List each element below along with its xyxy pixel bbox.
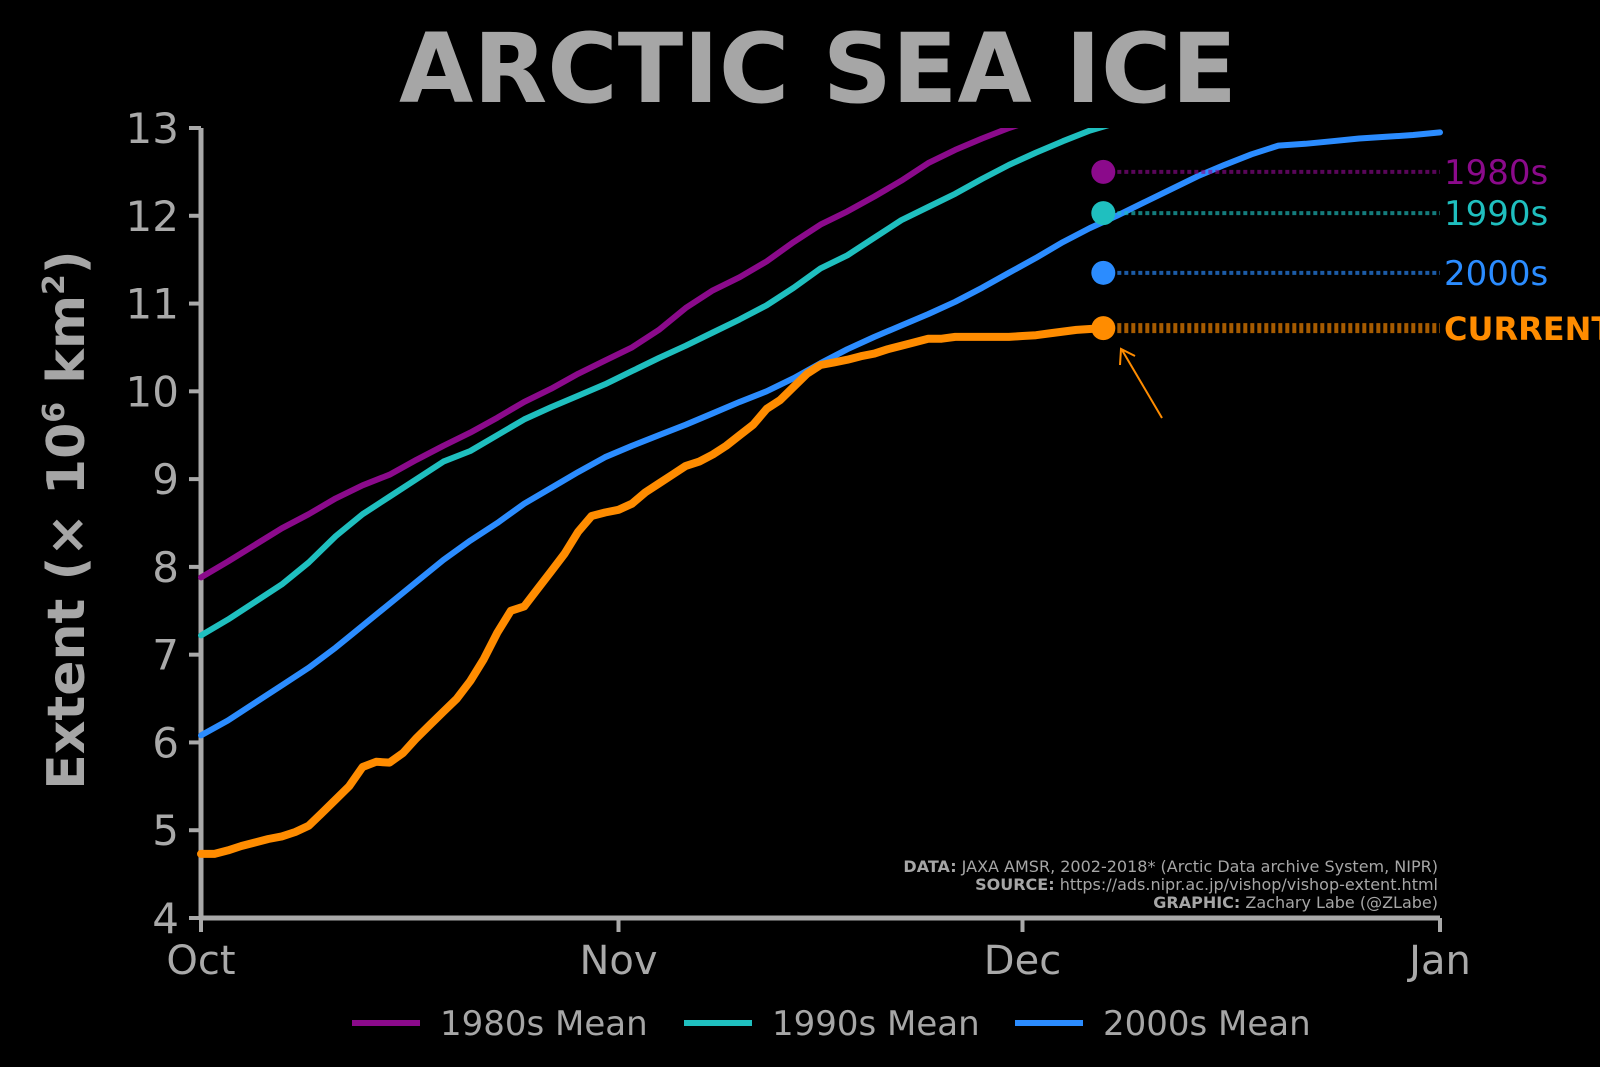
series-line-current [197,324,1108,858]
end-marker-1980s [1091,159,1116,184]
x-tick-label: Jan [1406,938,1471,984]
end-marker-2000s [1091,260,1116,285]
chart-title: ARCTIC SEA ICE [399,13,1237,125]
x-tick-label: Oct [166,938,235,984]
end-marker-1990s [1091,201,1116,226]
y-axis-label-unit-exponent: 2 [37,274,72,295]
y-axis-label-close: ) [37,250,97,274]
y-tick-label: 10 [126,367,179,416]
x-tick-label: Dec [984,938,1061,984]
credit-line: DATA: JAXA AMSR, 2002-2018* (Arctic Data… [903,857,1438,876]
y-tick-label: 4 [152,894,179,943]
axes: 4 5 6 7 8 9 10 11 12 13 Oct Nov Dec Jan [126,104,1471,984]
credit-label: GRAPHIC: [1153,893,1240,912]
y-tick-label: 11 [126,280,179,329]
y-axis-label: Extent (× 106 km2) [37,250,97,789]
y-tick-label: 12 [126,192,179,241]
y-axis-label-main: Extent (× 10 [37,423,97,790]
legend: 1980s Mean 1990s Mean 2000s Mean [352,1004,1311,1044]
credit-text: JAXA AMSR, 2002-2018* (Arctic Data archi… [957,857,1438,876]
legend-label-1980s-mean: 1980s Mean [440,1004,648,1044]
credits: DATA: JAXA AMSR, 2002-2018* (Arctic Data… [903,857,1438,912]
series-lines [197,128,1443,858]
legend-label-1990s-mean: 1990s Mean [772,1004,980,1044]
end-label-current: CURRENT [1444,310,1600,348]
end-label-2000s: 2000s [1444,254,1548,294]
end-label-1990s: 1990s [1444,194,1548,234]
current-pointer-arrow [1119,347,1163,419]
credit-label: DATA: [903,857,956,876]
y-axis-label-exponent: 6 [37,402,72,423]
y-tick-label: 9 [152,455,179,504]
credit-text: Zachary Labe (@ZLabe) [1240,893,1438,912]
series-line-1990s-mean [198,128,1110,639]
credit-text: https://ads.nipr.ac.jp/vishop/vishop-ext… [1055,875,1438,894]
y-axis-label-unit: km [37,295,97,402]
y-tick-label: 6 [152,718,179,767]
y-tick-label: 5 [152,806,179,855]
y-tick-label: 13 [126,104,179,153]
credit-line: SOURCE: https://ads.nipr.ac.jp/vishop/vi… [975,875,1438,894]
legend-label-2000s-mean: 2000s Mean [1103,1004,1311,1044]
end-label-1980s: 1980s [1444,153,1548,193]
y-tick-label: 7 [152,631,179,680]
series-line-1980s-mean [198,128,1019,581]
credit-label: SOURCE: [975,875,1055,894]
credit-line: GRAPHIC: Zachary Labe (@ZLabe) [1153,893,1438,912]
x-tick-label: Nov [579,938,657,984]
y-tick-label: 8 [152,543,179,592]
end-marker-current [1091,316,1116,341]
